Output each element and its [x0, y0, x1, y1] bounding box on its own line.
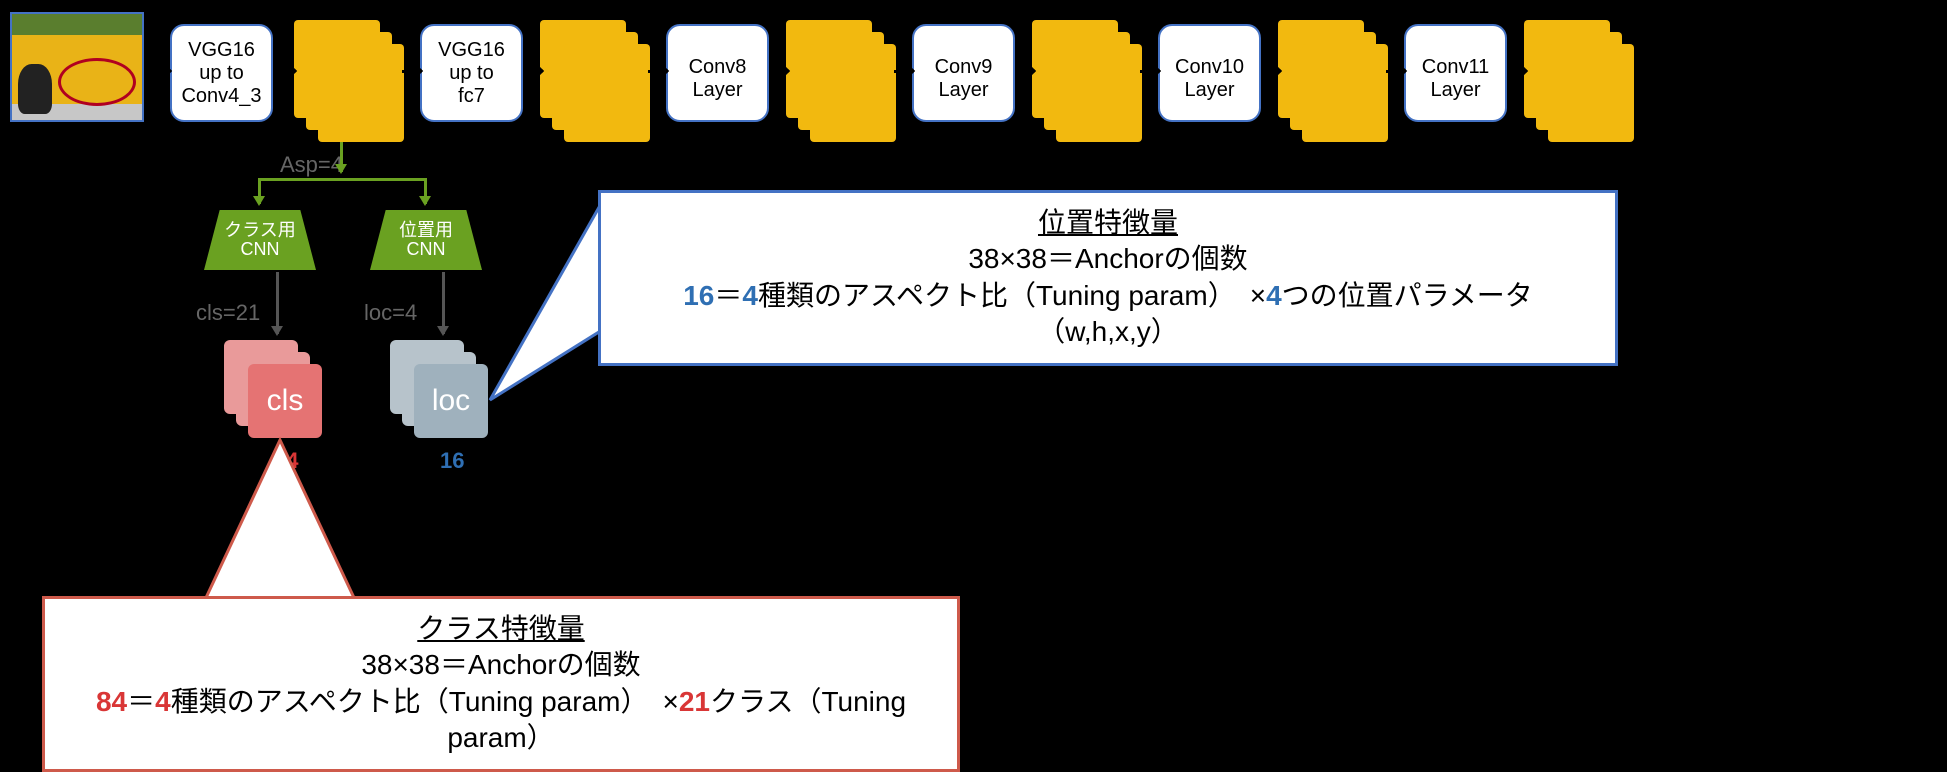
cls-l2-c: 21 — [679, 686, 710, 717]
loc-callout-line2: 16＝4種類のアスペクト比（Tuning param） ×4つの位置パラメータ（… — [625, 278, 1591, 351]
cls-eq-label: cls=21 — [196, 300, 260, 326]
branch-arrow-cls — [258, 178, 261, 204]
input-image — [10, 12, 144, 122]
loc-stack-label: loc — [432, 384, 470, 418]
loc-l2-c: 4 — [1266, 280, 1282, 311]
layer-box-vgg16-conv4-3: VGG16 up to Conv4_3 — [170, 24, 273, 122]
layer-box-conv8: Conv8 Layer — [666, 24, 769, 122]
loc-callout-title: 位置特徴量 — [625, 205, 1591, 241]
asp-label: Asp=4 — [280, 152, 343, 178]
cls-l2-mid: 種類のアスペクト比（Tuning param） × — [171, 686, 679, 717]
layer-box-vgg16-fc7: VGG16 up to fc7 — [420, 24, 523, 122]
layer-label: Conv9 Layer — [935, 56, 993, 102]
cls-callout-pointer — [200, 434, 360, 614]
layer-label: Conv10 Layer — [1175, 56, 1244, 102]
cls-l2-pre: 84 — [96, 686, 127, 717]
layer-label: VGG16 up to fc7 — [438, 39, 505, 108]
layer-label: Conv11 Layer — [1422, 56, 1489, 102]
loc-l2-eq: ＝ — [714, 280, 742, 311]
loc-l2-mid: 種類のアスペクト比（Tuning param） × — [758, 280, 1266, 311]
loc-callout-pointer — [486, 200, 616, 420]
layer-box-conv9: Conv9 Layer — [912, 24, 1015, 122]
layer-box-conv11: Conv11 Layer — [1404, 24, 1507, 122]
loc-eq-label: loc=4 — [364, 300, 417, 326]
diagram-root: VGG16 up to Conv4_3 VGG16 up to fc7 Conv… — [0, 0, 1947, 768]
arrow-to-cls — [276, 272, 279, 334]
cls-l2-b: 4 — [155, 686, 171, 717]
cls-callout-title: クラス特徴量 — [69, 611, 933, 647]
cls-callout: クラス特徴量 38×38＝Anchorの個数 84＝4種類のアスペクト比（Tun… — [42, 596, 960, 772]
layer-label: Conv8 Layer — [689, 56, 747, 102]
layer-box-conv10: Conv10 Layer — [1158, 24, 1261, 122]
branch-arrow-loc — [424, 178, 427, 204]
cls-cnn-label: クラス用 CNN — [224, 221, 296, 259]
loc-out-value: 16 — [440, 448, 464, 474]
cls-stack-label: cls — [267, 384, 304, 418]
loc-callout: 位置特徴量 38×38＝Anchorの個数 16＝4種類のアスペクト比（Tuni… — [598, 190, 1618, 366]
cls-l2-eq: ＝ — [127, 686, 155, 717]
arrow-to-loc — [442, 272, 445, 334]
loc-cnn-label: 位置用 CNN — [399, 221, 453, 259]
branch-arrow-down — [340, 142, 343, 172]
layer-label: VGG16 up to Conv4_3 — [181, 39, 261, 108]
cls-cnn-head: クラス用 CNN — [204, 210, 316, 270]
loc-cnn-head: 位置用 CNN — [370, 210, 482, 270]
loc-callout-line1: 38×38＝Anchorの個数 — [625, 241, 1591, 277]
loc-l2-b: 4 — [742, 280, 758, 311]
cls-callout-line2: 84＝4種類のアスペクト比（Tuning param） ×21クラス（Tunin… — [69, 684, 933, 757]
loc-l2-pre: 16 — [683, 280, 714, 311]
cls-callout-line1: 38×38＝Anchorの個数 — [69, 647, 933, 683]
branch-h-connector — [258, 178, 426, 181]
